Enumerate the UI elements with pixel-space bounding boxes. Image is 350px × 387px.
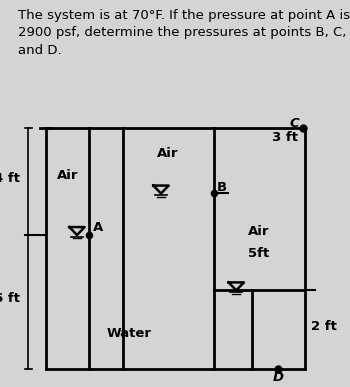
Text: B: B [216,181,226,194]
Text: Air: Air [57,170,78,183]
Text: Air: Air [157,147,179,160]
Text: C: C [290,117,300,130]
Text: The system is at 70°F. If the pressure at point A is
2900 psf, determine the pre: The system is at 70°F. If the pressure a… [18,9,350,57]
Text: 6 ft: 6 ft [0,292,20,305]
Text: D: D [273,371,284,384]
Text: 5ft: 5ft [248,247,270,260]
Text: A: A [93,221,103,235]
Text: Water: Water [107,327,152,340]
Text: Air: Air [248,225,270,238]
Text: 3 ft: 3 ft [272,131,298,144]
Text: 2 ft: 2 ft [311,320,337,332]
Text: 4 ft: 4 ft [0,171,20,185]
